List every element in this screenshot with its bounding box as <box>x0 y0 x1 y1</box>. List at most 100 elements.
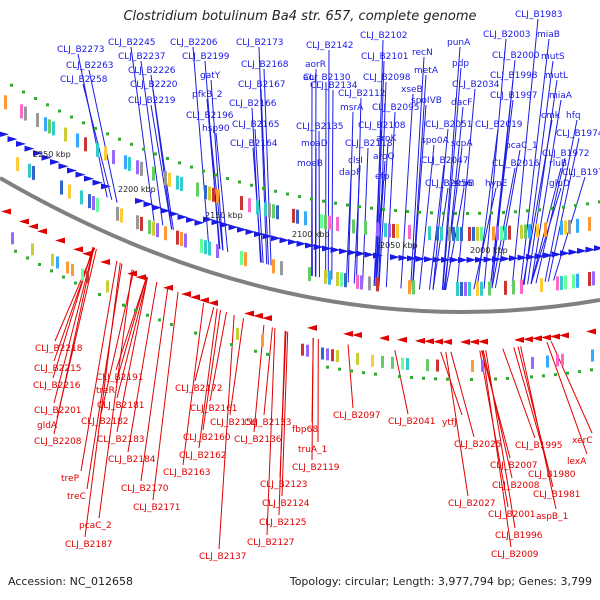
forward-connector <box>456 88 476 290</box>
forward-gene-arrow <box>466 256 477 263</box>
reverse-connector <box>182 303 205 466</box>
forward-connector <box>442 67 462 291</box>
feature-category-block <box>328 215 331 230</box>
rna-marker <box>254 349 257 353</box>
rna-marker <box>262 186 265 190</box>
forward-connector <box>494 149 521 288</box>
forward-gene-label-clj-b2166: CLJ_B2166 <box>229 99 277 109</box>
rna-marker <box>362 371 365 375</box>
rna-marker <box>82 121 85 125</box>
reverse-connector <box>266 328 276 536</box>
reverse-gene-label-trua-1: truA_1 <box>298 445 327 455</box>
forward-gene-arrow <box>296 240 307 247</box>
reverse-gene-label-lexa: lexA <box>567 457 587 467</box>
forward-gene-label-dacf: dacF <box>451 98 472 108</box>
feature-category-block <box>24 106 27 121</box>
reverse-gene-label-clj-b2136: CLJ_B2136 <box>234 435 282 445</box>
feature-category-block <box>308 267 311 282</box>
forward-connector <box>520 38 550 286</box>
reverse-gene-arrow <box>163 284 173 291</box>
rna-marker <box>586 202 589 206</box>
reverse-gene-arrow <box>532 335 542 342</box>
feature-category-block <box>48 119 51 134</box>
reverse-gene-label-clj-b2127: CLJ_B2127 <box>247 538 295 548</box>
forward-gene-arrow <box>101 183 111 190</box>
forward-gene-label-miaa: miaA <box>549 91 573 101</box>
reverse-gene-label-trep: treP <box>61 474 80 484</box>
feature-category-block <box>268 203 271 218</box>
forward-gene-label-clj-b2173: CLJ_B2173 <box>236 38 284 48</box>
forward-connector <box>441 46 461 290</box>
feature-category-block <box>520 279 523 294</box>
forward-gene-label-clj-b2016: CLJ_B2016 <box>492 159 540 169</box>
feature-category-block <box>32 165 35 180</box>
feature-category-block <box>368 276 371 291</box>
feature-category-block <box>440 226 443 241</box>
forward-gene-label-aroq: aroQ <box>373 152 395 162</box>
feature-category-block <box>76 133 79 148</box>
forward-gene-arrow <box>313 244 324 251</box>
forward-gene-arrow <box>424 256 434 263</box>
forward-connector <box>192 46 210 245</box>
feature-category-block <box>88 194 91 209</box>
rna-marker <box>170 322 173 326</box>
forward-connector <box>254 128 264 264</box>
reverse-connector <box>263 327 273 416</box>
forward-gene-arrow <box>143 201 154 208</box>
forward-connector <box>473 187 497 290</box>
forward-gene-arrow <box>449 256 460 263</box>
forward-gene-arrow <box>135 197 145 204</box>
forward-connector <box>77 53 108 198</box>
feature-category-block <box>588 271 591 286</box>
forward-gene-label-scpa: scpA <box>451 139 473 149</box>
rna-marker <box>122 303 125 307</box>
forward-gene-arrow <box>330 246 341 253</box>
feature-category-block <box>280 261 283 276</box>
forward-connector <box>378 142 389 287</box>
forward-gene-label-spo0a: spo0A <box>421 136 450 146</box>
feature-category-block <box>208 241 211 256</box>
reverse-gene-label-clj-b2181: CLJ_B2181 <box>97 401 145 411</box>
reverse-gene-label-clj-b2208: CLJ_B2208 <box>34 437 82 447</box>
rna-marker <box>190 165 193 169</box>
feature-category-block <box>86 271 89 284</box>
forward-gene-label-gaty: gatY <box>200 71 221 81</box>
forward-gene-arrow <box>41 154 52 161</box>
feature-category-block <box>336 217 339 232</box>
reverse-connector <box>84 262 121 538</box>
forward-gene-label-clj-b2167: CLJ_B2167 <box>238 80 286 90</box>
reverse-gene-label-clj-b2191: CLJ_B2191 <box>96 373 144 383</box>
reverse-gene-arrow <box>127 270 137 277</box>
rna-marker <box>526 209 529 213</box>
rna-marker <box>194 331 197 335</box>
rna-marker <box>322 199 325 203</box>
feature-category-block <box>488 281 491 296</box>
gene-labels: CLJ_B2273 CLJ_B2263 CLJ_B2258 CLJ_B2245 CLJ_… <box>33 10 600 562</box>
rna-marker <box>542 374 545 378</box>
rna-marker <box>530 375 533 379</box>
rna-marker <box>310 197 313 201</box>
reverse-gene-label-clj-b2156: CLJ_B2156 <box>210 418 258 428</box>
forward-gene-arrow <box>203 216 213 223</box>
feature-category-block <box>80 190 83 205</box>
feature-category-block <box>371 354 374 367</box>
reverse-connector <box>52 246 94 379</box>
forward-gene-label-puna: punA <box>447 38 471 48</box>
forward-gene-arrow <box>33 150 43 157</box>
forward-connector <box>476 128 499 290</box>
reverse-gene-arrow <box>181 291 191 298</box>
forward-gene-arrow <box>543 252 553 259</box>
feature-category-block <box>391 356 394 369</box>
feature-category-block <box>136 160 139 175</box>
reverse-connector <box>218 314 235 550</box>
forward-gene-label-pdp: pdp <box>452 59 469 69</box>
reverse-connector <box>445 351 469 497</box>
reverse-gene-label-clj-b2182: CLJ_B2182 <box>81 417 129 427</box>
forward-connector <box>375 160 386 287</box>
feature-category-block <box>396 224 399 239</box>
forward-connector <box>491 167 516 289</box>
reverse-gene-arrow <box>100 258 110 265</box>
forward-gene-arrow <box>322 245 332 252</box>
forward-gene-label-clj-b2056: CLJ_B2056 <box>425 179 473 189</box>
rna-marker <box>470 377 473 381</box>
